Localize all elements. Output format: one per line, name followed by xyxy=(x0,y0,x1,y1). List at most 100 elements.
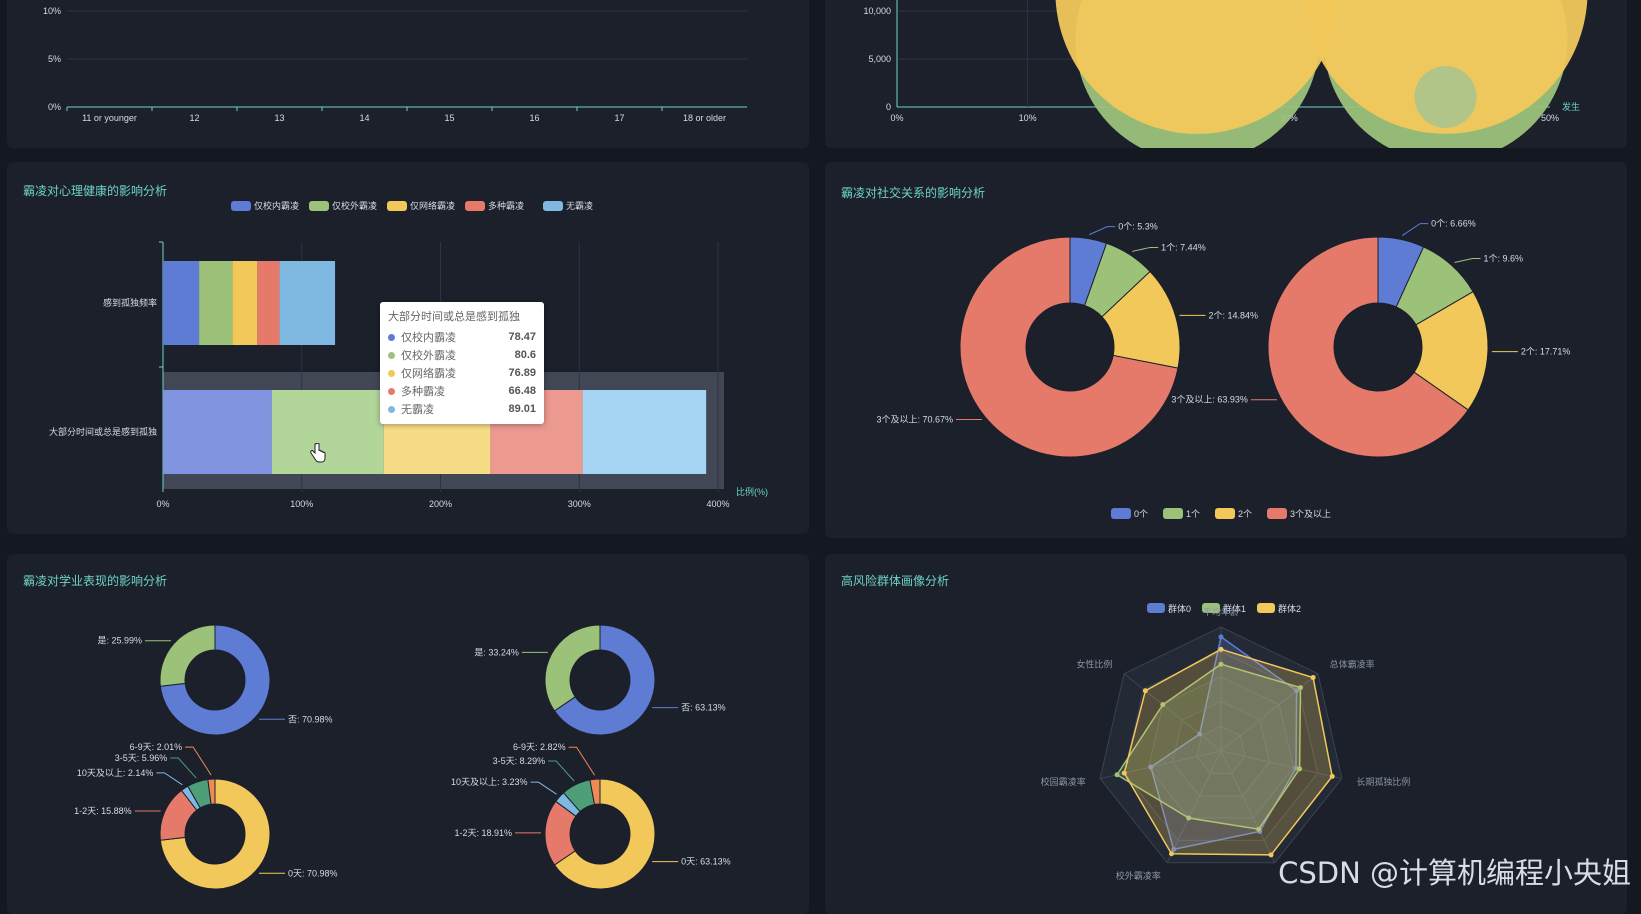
legend-swatch xyxy=(309,201,329,211)
social-panel: 霸凌对社交关系的影响分析 0个: 5.3% 1个: 7.44% 2个: 14.84%… xyxy=(825,162,1627,538)
series-dot-icon xyxy=(388,333,395,341)
academic-chart: 否: 70.98% 是: 25.99% 否: 63.13% 是: 33.24% 0天: … xyxy=(74,624,731,890)
tooltip-series-value: 78.47 xyxy=(508,331,536,343)
x-tick-label: 400% xyxy=(706,499,729,509)
x-axis-name: 比例(%) xyxy=(736,486,768,497)
legend-label: 群体0 xyxy=(1168,603,1191,614)
label-line xyxy=(1132,246,1159,252)
slice-label: 1-2天: 18.91% xyxy=(454,828,512,838)
radar-axis xyxy=(1099,750,1222,780)
slice-label: 10天及以上: 2.14% xyxy=(77,768,154,778)
donut-slice xyxy=(159,778,271,890)
radar-point xyxy=(1197,731,1203,737)
radar-point xyxy=(1297,766,1303,772)
label-line xyxy=(170,757,197,779)
x-axis-name: 发生 xyxy=(1562,101,1580,112)
x-tick-label: 100% xyxy=(290,499,313,509)
slice-label: 1-2天: 15.88% xyxy=(74,806,132,816)
radar-point xyxy=(1310,675,1316,681)
label-line xyxy=(548,760,575,782)
radar-point xyxy=(1121,770,1127,776)
y-tick-label: 10,000 xyxy=(863,6,891,16)
legend-label: 群体2 xyxy=(1278,603,1301,614)
x-tick-label: 18 or older xyxy=(683,113,726,123)
donut-slice xyxy=(553,778,656,890)
radar-point xyxy=(1160,702,1166,708)
slice-label: 否: 63.13% xyxy=(681,703,726,713)
series-dot-icon xyxy=(388,405,395,413)
radar-indicator-label: 校园霸凌率 xyxy=(1041,776,1086,787)
radar-axis xyxy=(1220,750,1343,780)
donut-slice xyxy=(553,624,656,736)
y-tick-label: 5% xyxy=(48,54,61,64)
radar-point xyxy=(1218,634,1224,640)
slice-label: 是: 25.99% xyxy=(97,636,142,646)
slice-label: 1个: 7.44% xyxy=(1161,242,1206,252)
age-panel: 0% 5% 10% 11 or younger 12 13 14 15 16 17 18 or ol… xyxy=(7,0,809,148)
bar-segment xyxy=(163,261,200,345)
tooltip-series-name: 多种霸凌 xyxy=(401,386,445,398)
radar-point xyxy=(1256,826,1262,832)
tooltip-series-name: 仅网络霸凌 xyxy=(401,368,456,380)
radar-indicator-label: 长期孤独比例 xyxy=(1356,776,1410,787)
radar-point xyxy=(1294,688,1300,694)
y-tick-label: 0 xyxy=(886,102,891,112)
y-tick-label: 5,000 xyxy=(868,54,891,64)
radar-series-area xyxy=(1150,635,1298,851)
label-line xyxy=(568,746,596,776)
tooltip-series-value: 80.6 xyxy=(514,349,536,361)
panel-title: 霸凌对社交关系的影响分析 xyxy=(841,186,986,200)
bar-segment xyxy=(257,261,280,345)
radar-point xyxy=(1297,685,1303,691)
slice-label: 3-5天: 8.29% xyxy=(493,756,546,766)
y-tick-label: 10% xyxy=(43,6,61,16)
legend-swatch xyxy=(1163,508,1183,519)
x-tick-label: 200% xyxy=(429,499,452,509)
radar-point xyxy=(1186,815,1192,821)
label-line xyxy=(1454,257,1481,263)
academic-panel: 霸凌对学业表现的影响分析 否: 70.98% 是: 25.99% 否: 63.13%… xyxy=(7,554,809,914)
panel-title: 霸凌对心理健康的影响分析 xyxy=(23,184,168,198)
slice-label: 10天及以上: 3.23% xyxy=(451,777,528,787)
bar-segment xyxy=(232,261,258,345)
radar-indicator-label: 平均年龄 xyxy=(1203,606,1239,617)
radar-indicator-label: 女性比例 xyxy=(1076,658,1112,669)
legend-label: 2个 xyxy=(1238,509,1252,519)
panel-title: 霸凌对学业表现的影响分析 xyxy=(23,574,168,588)
donut-slice xyxy=(544,624,601,712)
bar-segment xyxy=(199,261,233,345)
legend-label: 仅网络霸凌 xyxy=(410,200,455,211)
x-tick-label: 0% xyxy=(156,499,169,509)
radar-axis xyxy=(1220,750,1276,863)
social-chart: 0个: 5.3%1个: 7.44% 2个: 14.84% 3个及以上: 70.67%… xyxy=(876,219,1571,519)
series-dot-icon xyxy=(388,387,395,395)
tooltip-series-value: 66.48 xyxy=(508,385,536,397)
legend-swatch xyxy=(1147,603,1165,613)
tooltip-row: 仅校内霸凌 78.47 xyxy=(388,328,536,346)
x-tick-label: 17 xyxy=(614,113,624,123)
age-chart: 0% 5% 10% 11 or younger 12 13 14 15 16 17 18 or ol… xyxy=(43,6,747,123)
tooltip-row: 无霸凌 89.01 xyxy=(388,400,536,418)
y-tick-label: 感到孤独频率 xyxy=(103,297,157,308)
slice-label: 3个及以上: 63.93% xyxy=(1171,395,1248,405)
legend-swatch xyxy=(1257,603,1275,613)
radar-point xyxy=(1329,773,1335,779)
x-tick-label: 10% xyxy=(1019,113,1037,123)
label-line xyxy=(156,772,183,786)
hand-cursor-icon xyxy=(310,443,326,463)
label-line xyxy=(1401,223,1429,237)
x-tick-label: 11 or younger xyxy=(82,113,137,123)
radar-point xyxy=(1142,688,1148,694)
bubble xyxy=(1414,66,1477,128)
legend-label: 1个 xyxy=(1186,509,1200,519)
label-line xyxy=(185,746,212,776)
tooltip-series-name: 仅校外霸凌 xyxy=(401,350,456,362)
slice-label: 0天: 63.13% xyxy=(681,857,731,867)
tooltip-series-name: 无霸凌 xyxy=(401,404,434,416)
radar-point xyxy=(1218,646,1224,652)
slice-label: 3-5天: 5.96% xyxy=(115,753,168,763)
radar-point xyxy=(1218,661,1224,667)
x-tick-label: 50% xyxy=(1541,113,1559,123)
slice-label: 2个: 17.71% xyxy=(1521,347,1571,357)
radar-indicator-label: 校外霸凌率 xyxy=(1116,870,1161,881)
